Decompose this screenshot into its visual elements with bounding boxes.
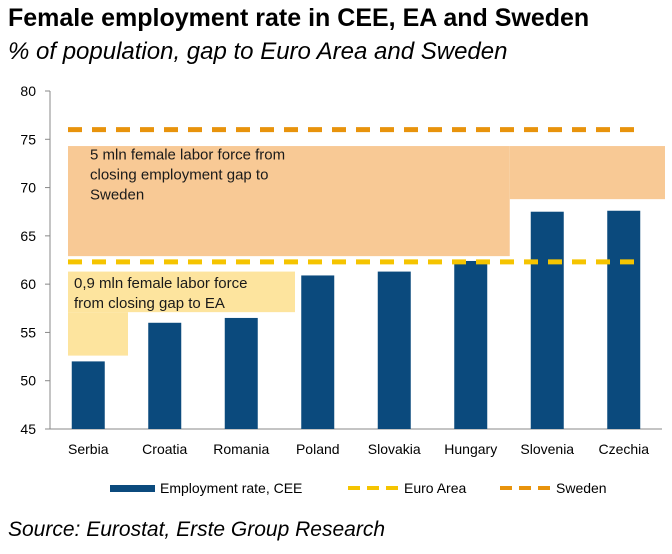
y-tick-label: 50 (20, 373, 36, 389)
y-tick-label: 80 (20, 83, 36, 99)
y-tick-label: 60 (20, 276, 36, 292)
bar-romania (224, 317, 258, 429)
bar-slovenia (530, 211, 564, 429)
legend-label-sweden: Sweden (556, 480, 607, 496)
y-tick-label: 45 (20, 421, 36, 437)
bar-czechia (607, 210, 641, 429)
chart-subtitle: % of population, gap to Euro Area and Sw… (8, 38, 508, 65)
x-tick-label: Serbia (68, 441, 109, 457)
legend-label-employment: Employment rate, CEE (160, 480, 302, 496)
y-tick-label: 70 (20, 180, 36, 196)
bar-poland (301, 275, 335, 429)
annotation-sweden-gap: 5 mln female labor force from closing emp… (90, 147, 285, 204)
bar-croatia (148, 322, 182, 429)
chart-title: Female employment rate in CEE, EA and Sw… (8, 4, 590, 32)
bar-chart: 45 50 55 60 65 70 75 80 5 mln female labor force… (20, 83, 665, 496)
y-tick-label: 55 (20, 324, 36, 340)
bar-hungary (454, 260, 488, 429)
legend-swatch-employment (110, 485, 155, 492)
sweden-gap-box-extension (509, 146, 665, 200)
x-tick-label: Hungary (444, 441, 497, 457)
x-tick-label: Czechia (598, 441, 649, 457)
x-tick-label: Slovenia (520, 441, 574, 457)
y-tick-label: 65 (20, 228, 36, 244)
bar-serbia (71, 361, 105, 429)
x-tick-label: Slovakia (368, 441, 421, 457)
x-tick-label: Poland (296, 441, 340, 457)
annotation-ea-gap: 0,9 mln female labor force from closing g… (74, 275, 247, 312)
bar-slovakia (377, 271, 411, 429)
x-tick-label: Romania (213, 441, 269, 457)
legend-label-euro-area: Euro Area (404, 480, 466, 496)
ea-gap-box-upper (68, 271, 295, 313)
sweden-gap-box (68, 146, 510, 257)
x-tick-label: Croatia (142, 441, 187, 457)
ea-gap-box-lower (68, 312, 128, 356)
y-tick-label: 75 (20, 131, 36, 147)
source-note: Source: Eurostat, Erste Group Research (8, 518, 386, 541)
